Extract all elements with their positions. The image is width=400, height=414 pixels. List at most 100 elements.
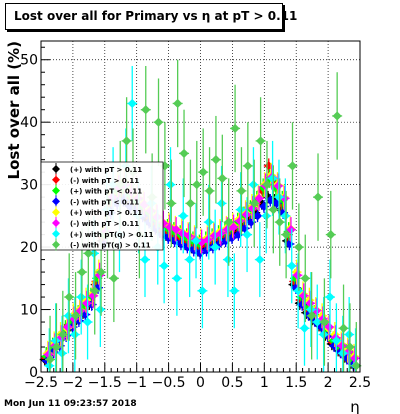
- data-point: [241, 210, 251, 220]
- data-point: [216, 228, 226, 238]
- data-point: [331, 336, 341, 346]
- data-point: [140, 254, 150, 265]
- series-7: [45, 59, 362, 372]
- data-point: [172, 273, 182, 283]
- data-point: [223, 254, 233, 265]
- legend-label: (-) with pT > 0.11: [70, 177, 139, 185]
- data-point: [276, 205, 286, 215]
- legend-box: [40, 161, 164, 251]
- data-point: [95, 304, 105, 315]
- data-point: [76, 292, 86, 302]
- data-point: [141, 105, 151, 115]
- y-tick-label: 30: [20, 178, 38, 194]
- data-point: [286, 225, 296, 235]
- data-point: [96, 267, 106, 277]
- data-point: [252, 211, 263, 221]
- x-tick-label: −0.5: [152, 375, 186, 391]
- data-point: [74, 316, 84, 326]
- x-tick-label: −2: [63, 375, 84, 391]
- legend: (+) with pT > 0.11 (-) with pT > 0.11 (+) …: [40, 161, 164, 251]
- data-point: [179, 148, 189, 159]
- data-point: [280, 211, 290, 221]
- data-point: [345, 342, 355, 352]
- y-tick-label: 0: [29, 365, 38, 381]
- data-point: [323, 331, 333, 341]
- data-point: [109, 273, 119, 283]
- data-point: [279, 193, 290, 203]
- legend-label: (+) with pT > 0.11: [70, 166, 142, 174]
- data-point: [63, 322, 73, 332]
- data-point: [313, 192, 323, 202]
- data-point: [324, 322, 334, 332]
- data-point: [312, 317, 322, 327]
- data-point: [192, 180, 202, 190]
- data-point: [70, 329, 80, 340]
- data-point: [249, 198, 259, 208]
- data-point: [75, 306, 86, 316]
- data-point: [77, 267, 87, 277]
- data-point: [51, 342, 62, 352]
- data-point: [82, 317, 93, 327]
- data-point: [350, 353, 360, 363]
- data-point: [236, 205, 246, 215]
- data-point: [255, 254, 265, 265]
- data-point: [159, 261, 169, 271]
- legend-label: (+) with pT > 0.11: [70, 209, 142, 217]
- data-point: [63, 311, 74, 321]
- data-point: [51, 336, 61, 346]
- data-point: [344, 329, 354, 340]
- data-point: [303, 301, 313, 312]
- data-point: [228, 222, 239, 232]
- data-point: [281, 230, 291, 240]
- data-point: [89, 248, 99, 258]
- x-tick-label: −2.5: [24, 375, 58, 391]
- data-point: [236, 186, 247, 196]
- data-point: [163, 233, 173, 243]
- data-point: [197, 286, 208, 296]
- data-point: [224, 217, 234, 227]
- data-point: [82, 298, 92, 308]
- data-point: [248, 180, 259, 190]
- y-tick-label: 10: [20, 303, 38, 319]
- data-point: [299, 323, 310, 333]
- data-point: [57, 348, 67, 358]
- data-point: [235, 216, 245, 226]
- legend-marker: [52, 165, 60, 173]
- data-point: [211, 155, 221, 165]
- x-tick-label: 1: [260, 375, 269, 391]
- data-point: [70, 311, 81, 321]
- data-point: [294, 242, 304, 252]
- data-point: [319, 317, 329, 327]
- data-point: [293, 286, 303, 296]
- data-point: [43, 349, 54, 360]
- legend-marker: [52, 229, 60, 238]
- x-tick-label: −1: [126, 375, 147, 391]
- data-point: [292, 270, 302, 280]
- data-point: [204, 186, 215, 196]
- data-point: [338, 323, 349, 333]
- data-point: [45, 354, 55, 365]
- data-point: [153, 117, 164, 127]
- x-tick-label: 0.5: [221, 375, 243, 391]
- legend-marker: [52, 208, 60, 217]
- data-point: [217, 173, 227, 183]
- x-axis-label: η: [350, 398, 360, 414]
- data-point: [268, 205, 278, 215]
- x-tick-label: −1.5: [88, 375, 122, 391]
- data-point: [257, 198, 267, 208]
- data-point: [230, 123, 240, 134]
- data-point: [166, 198, 176, 208]
- data-point: [262, 180, 272, 190]
- data-point: [267, 173, 278, 183]
- data-point: [254, 193, 264, 203]
- data-point: [259, 201, 269, 212]
- legend-label: (+) with pT < 0.11: [70, 188, 142, 196]
- data-point: [305, 298, 315, 308]
- y-tick-label: 40: [20, 115, 38, 131]
- data-point: [122, 136, 132, 146]
- legend-label: (-) with pT < 0.11: [70, 198, 139, 206]
- data-point: [337, 341, 347, 351]
- data-point: [185, 198, 196, 208]
- legend-label: (-) with pT > 0.11: [70, 220, 139, 228]
